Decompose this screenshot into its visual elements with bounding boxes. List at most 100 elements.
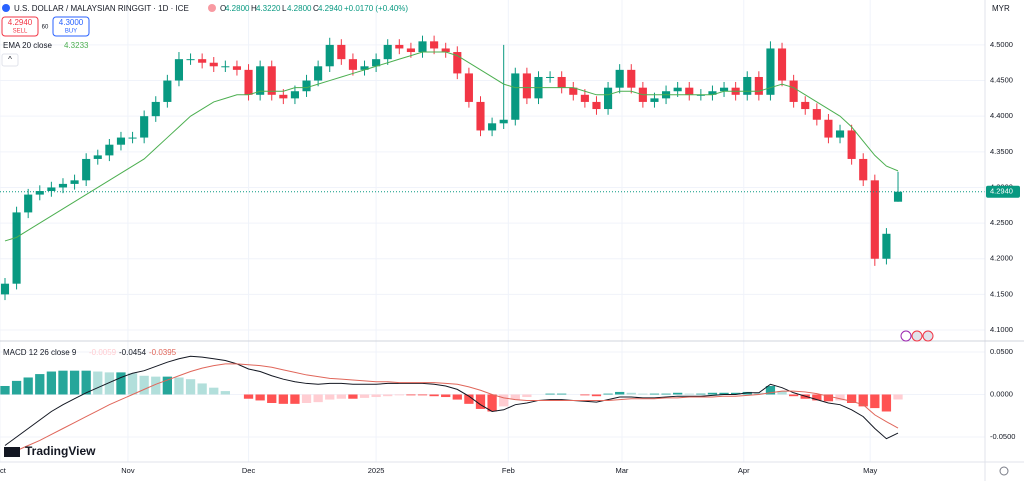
histogram-bar: [580, 394, 590, 396]
candle-body: [801, 101, 810, 110]
x-tick-label: Feb: [502, 466, 515, 475]
candle-body: [569, 87, 578, 95]
macd-value: -0.0454: [119, 348, 147, 357]
candle-body: [685, 87, 694, 95]
histogram-bar: [290, 394, 300, 404]
histogram-bar: [243, 394, 254, 399]
histogram-bar: [545, 393, 555, 395]
x-tick-label: Oct: [0, 466, 7, 475]
histogram-bar: [371, 394, 381, 398]
candle-body: [476, 101, 485, 131]
currency: MYR: [992, 4, 1010, 13]
histogram-bar: [638, 393, 648, 395]
histogram-bar: [487, 394, 497, 412]
collapse-button[interactable]: [1, 53, 19, 67]
y2-tick-label: -0.0500: [990, 432, 1015, 441]
candle-body: [24, 194, 33, 213]
ohlc-key: L: [282, 4, 287, 13]
candle-body: [244, 69, 253, 95]
buy-button[interactable]: [52, 16, 90, 37]
event-icon[interactable]: [922, 330, 934, 342]
header: U.S. DOLLAR / MALAYSIAN RINGGIT · 1D · I…: [1, 4, 1009, 476]
candle-body: [325, 44, 334, 67]
histogram-bar: [591, 394, 602, 397]
candle-body: [314, 66, 323, 81]
histogram-bar: [788, 394, 799, 397]
histogram-bar: [220, 391, 230, 395]
candle-body: [441, 48, 450, 53]
histogram-bar: [754, 392, 764, 395]
candle-body: [128, 137, 137, 139]
ohlc-value: 4.2940: [318, 4, 343, 13]
histogram-bar: [464, 394, 474, 404]
histogram-bar: [278, 394, 288, 404]
ohlc-key: C: [313, 4, 319, 13]
candle-body: [209, 62, 218, 67]
candle-body: [105, 144, 114, 156]
histogram-bar: [46, 371, 57, 395]
histogram-bar: [406, 394, 416, 396]
ema-line: [4, 51, 899, 242]
histogram-bar: [603, 393, 613, 395]
y2-tick-label: 0.0500: [990, 347, 1013, 356]
candle-body: [870, 180, 879, 259]
macd-hist-value: -0.0059: [89, 348, 117, 357]
x-tick-label: 2025: [368, 466, 385, 475]
histogram-bar: [255, 394, 265, 401]
candle-body: [372, 59, 381, 67]
y-tick-label: 4.2500: [990, 218, 1013, 227]
spread: 60: [42, 25, 49, 31]
candle-body: [221, 66, 230, 68]
histogram-bar: [846, 394, 857, 403]
candle-body: [893, 191, 903, 202]
histogram-bar: [301, 394, 312, 403]
candle-body: [279, 94, 288, 99]
histogram-bar: [812, 394, 822, 401]
candle-body: [580, 94, 589, 102]
candle-body: [337, 44, 346, 60]
histogram-bar: [209, 387, 219, 395]
histogram-bar: [696, 393, 706, 395]
x-tick-label: Dec: [242, 466, 256, 475]
histogram-bar: [707, 392, 718, 395]
settings-icon[interactable]: [999, 466, 1009, 476]
candle-body: [360, 66, 369, 70]
ohlc-value: 4.3220: [256, 4, 281, 13]
logo: TradingView: [4, 444, 96, 458]
histogram-bar: [684, 393, 694, 395]
y-tick-label: 4.1000: [990, 325, 1013, 334]
histogram-bar: [731, 392, 741, 395]
histogram-bar: [35, 374, 45, 395]
ohlc-value: 4.2800: [287, 4, 312, 13]
ohlc-value: 4.2800: [225, 4, 250, 13]
y-tick-label: 4.5000: [990, 40, 1013, 49]
candle-body: [186, 59, 195, 61]
candle-body: [174, 59, 184, 81]
histogram-bar: [510, 394, 520, 400]
histogram-bar: [162, 376, 172, 395]
sell-price: 4.2940: [8, 18, 33, 27]
candle-body: [82, 158, 91, 181]
ema-value: 4.3233: [64, 41, 89, 50]
histogram-bar: [835, 394, 845, 401]
candle-body: [835, 130, 845, 138]
sell-button[interactable]: [1, 16, 39, 37]
macd-label: MACD 12 26 close 9: [3, 348, 77, 357]
histogram-bar: [673, 392, 683, 395]
macd-signal-value: -0.0395: [149, 348, 177, 357]
candle-body: [93, 155, 102, 159]
candle-body: [12, 212, 21, 284]
histogram-bar: [139, 375, 149, 395]
candle-body: [812, 109, 821, 120]
candle-body: [511, 73, 520, 120]
candle-body: [824, 119, 833, 138]
y2-tick-label: 0.0000: [990, 389, 1013, 398]
event-icon[interactable]: [900, 330, 912, 342]
y-tick-label: 4.4500: [990, 76, 1013, 85]
logo-icon: [4, 447, 20, 457]
candle-body: [464, 73, 473, 102]
buy-label: BUY: [65, 29, 77, 35]
event-icon[interactable]: [911, 330, 923, 342]
collapse-icon: ^: [8, 55, 12, 64]
